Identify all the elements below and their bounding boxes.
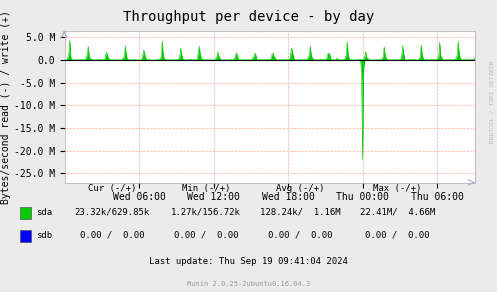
Text: Munin 2.0.25-2ubuntu0.16.04.3: Munin 2.0.25-2ubuntu0.16.04.3 <box>187 281 310 286</box>
Text: 22.41M/  4.66M: 22.41M/ 4.66M <box>360 208 435 217</box>
Text: 23.32k/629.85k: 23.32k/629.85k <box>74 208 150 217</box>
Text: 1.27k/156.72k: 1.27k/156.72k <box>171 208 241 217</box>
Text: 0.00 /  0.00: 0.00 / 0.00 <box>174 231 239 240</box>
Y-axis label: Bytes/second read (-) / write (+): Bytes/second read (-) / write (+) <box>1 10 11 204</box>
Text: sdb: sdb <box>36 231 52 240</box>
Text: 0.00 /  0.00: 0.00 / 0.00 <box>80 231 144 240</box>
Text: Throughput per device - by day: Throughput per device - by day <box>123 10 374 24</box>
Text: Last update: Thu Sep 19 09:41:04 2024: Last update: Thu Sep 19 09:41:04 2024 <box>149 257 348 266</box>
Text: 128.24k/  1.16M: 128.24k/ 1.16M <box>260 208 341 217</box>
Text: RRDTOOL / TOBI OETIKER: RRDTOOL / TOBI OETIKER <box>490 61 495 143</box>
Text: 0.00 /  0.00: 0.00 / 0.00 <box>365 231 430 240</box>
Text: Avg (-/+): Avg (-/+) <box>276 184 325 193</box>
Text: Min (-/+): Min (-/+) <box>182 184 231 193</box>
Text: Cur (-/+): Cur (-/+) <box>87 184 136 193</box>
Text: 0.00 /  0.00: 0.00 / 0.00 <box>268 231 333 240</box>
Text: Max (-/+): Max (-/+) <box>373 184 422 193</box>
Text: sda: sda <box>36 208 52 217</box>
